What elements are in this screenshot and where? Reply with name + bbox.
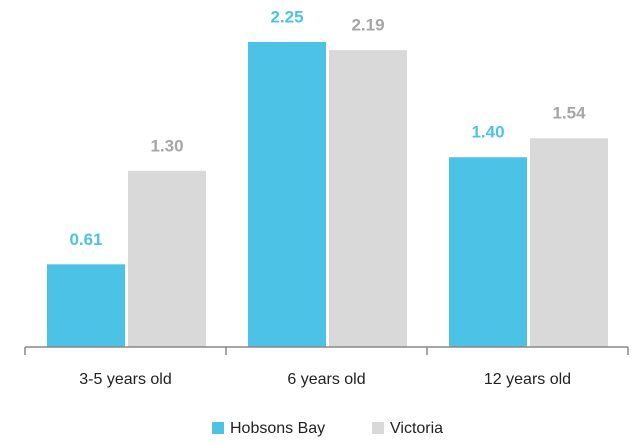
value-label: 1.40 bbox=[471, 123, 504, 142]
bar bbox=[530, 138, 608, 347]
bar bbox=[248, 42, 326, 347]
legend-label: Victoria bbox=[390, 420, 443, 437]
x-tick-label: 6 years old bbox=[287, 371, 365, 388]
value-label: 1.54 bbox=[552, 104, 586, 123]
bar bbox=[449, 157, 527, 347]
bar bbox=[329, 50, 407, 348]
value-label: 0.61 bbox=[69, 230, 102, 249]
bar bbox=[128, 170, 206, 347]
legend-label: Hobsons Bay bbox=[230, 420, 325, 437]
value-label: 1.30 bbox=[150, 136, 183, 155]
legend-swatch bbox=[212, 422, 224, 434]
x-tick-label: 12 years old bbox=[484, 371, 571, 388]
x-tick-label: 3-5 years old bbox=[79, 371, 172, 388]
value-label: 2.19 bbox=[351, 16, 384, 35]
value-label: 2.25 bbox=[270, 7, 303, 26]
bar bbox=[47, 264, 125, 347]
legend-swatch bbox=[372, 422, 384, 434]
